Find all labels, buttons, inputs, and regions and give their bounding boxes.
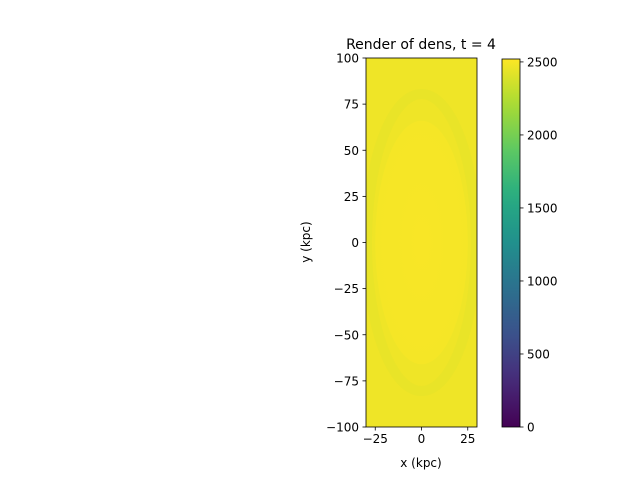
y-tick-label: 75 xyxy=(344,98,359,112)
y-tick-label: −25 xyxy=(334,282,359,296)
colorbar-tick-label: 0 xyxy=(527,421,535,435)
x-tick-label: −25 xyxy=(363,432,388,446)
x-tick-label: 0 xyxy=(418,432,426,446)
y-axis-ticks: −100 −75 −50 −25 0 25 50 75 100 xyxy=(326,52,366,435)
y-tick-label: 25 xyxy=(344,190,359,204)
density-shell xyxy=(366,88,477,397)
y-tick-label: −100 xyxy=(326,421,359,435)
colorbar-ticks: 0 500 1000 1500 2000 2500 xyxy=(520,55,558,435)
colorbar-tick-label: 2500 xyxy=(527,55,558,69)
y-axis-label: y (kpc) xyxy=(299,221,313,262)
x-axis-ticks: −25 0 25 xyxy=(363,427,475,446)
plot-area: −25 0 25 −100 −75 −50 −25 0 25 50 75 100 xyxy=(326,52,478,446)
x-axis-label: x (kpc) xyxy=(400,456,441,470)
x-tick-label: 25 xyxy=(460,432,475,446)
colorbar-tick-label: 2000 xyxy=(527,128,558,142)
y-tick-label: 100 xyxy=(336,52,359,66)
colorbar-frame xyxy=(501,58,521,428)
y-tick-label: −50 xyxy=(334,328,359,342)
y-tick-label: 0 xyxy=(351,236,359,250)
colorbar-tick-label: 1000 xyxy=(527,274,558,288)
colorbar-tick-label: 500 xyxy=(527,347,550,361)
y-tick-label: 50 xyxy=(344,144,359,158)
density-image xyxy=(366,58,477,427)
chart-title: Render of dens, t = 4 xyxy=(346,37,496,53)
colorbar-gradient xyxy=(502,59,520,427)
colorbar: 0 500 1000 1500 2000 2500 xyxy=(501,55,558,435)
density-inner-region xyxy=(375,120,468,365)
colorbar-tick-label: 1500 xyxy=(527,201,558,215)
y-tick-label: −75 xyxy=(334,374,359,388)
